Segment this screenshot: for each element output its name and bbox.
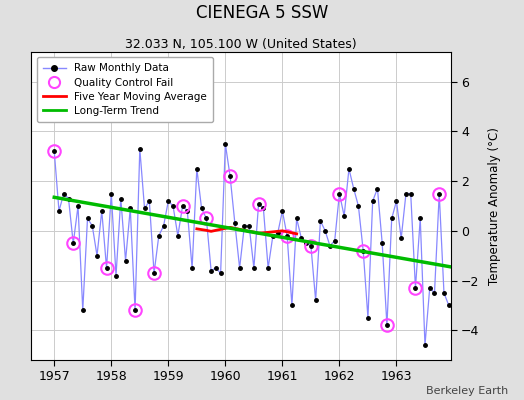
Text: CIENEGA 5 SSW: CIENEGA 5 SSW — [196, 4, 328, 22]
Text: Berkeley Earth: Berkeley Earth — [426, 386, 508, 396]
Legend: Raw Monthly Data, Quality Control Fail, Five Year Moving Average, Long-Term Tren: Raw Monthly Data, Quality Control Fail, … — [37, 57, 213, 122]
Title: 32.033 N, 105.100 W (United States): 32.033 N, 105.100 W (United States) — [125, 38, 357, 51]
Y-axis label: Temperature Anomaly (°C): Temperature Anomaly (°C) — [488, 127, 501, 285]
